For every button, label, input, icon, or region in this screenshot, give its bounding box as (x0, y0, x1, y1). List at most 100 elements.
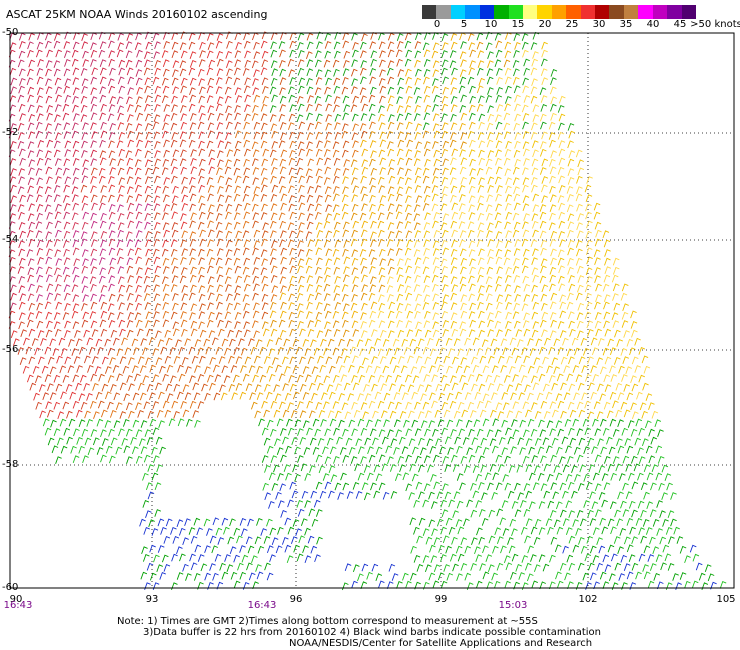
wind-barb (595, 294, 602, 303)
wind-barb (100, 454, 107, 463)
wind-barb (403, 419, 410, 428)
wind-barb (607, 338, 614, 347)
wind-barb (566, 455, 574, 464)
wind-barb (178, 373, 186, 382)
wind-barb (292, 464, 299, 473)
wind-barb (432, 140, 439, 149)
wind-barb (586, 256, 593, 265)
wind-barb (523, 283, 531, 292)
wind-barb (189, 112, 197, 121)
wind-barb (152, 401, 160, 409)
wind-barb (18, 168, 25, 176)
wind-barb (252, 581, 259, 590)
wind-barb (596, 357, 603, 366)
wind-barb (90, 149, 97, 158)
wind-barb (646, 501, 653, 510)
wind-barb (274, 393, 282, 401)
wind-barb (442, 328, 449, 337)
wind-barb (146, 328, 153, 337)
wind-barb (332, 175, 340, 184)
wind-barb (63, 427, 71, 436)
wind-barb (413, 249, 421, 257)
wind-barb (306, 112, 313, 121)
wind-barb (233, 167, 241, 176)
wind-barb (105, 445, 113, 454)
wind-barb (59, 418, 67, 427)
wind-barb (589, 518, 597, 526)
wind-barb (481, 339, 489, 347)
wind-barb (443, 383, 450, 392)
wind-barb (417, 384, 424, 392)
wind-barb (254, 536, 262, 545)
wind-barb (478, 536, 485, 545)
wind-barb (298, 275, 305, 284)
wind-barb (204, 366, 211, 374)
wind-barb (256, 517, 263, 526)
wind-barb (146, 383, 154, 392)
wind-barb (304, 555, 312, 564)
wind-barb (99, 76, 107, 85)
wind-barb (343, 159, 350, 167)
wind-barb (82, 258, 89, 267)
wind-barb (315, 247, 323, 256)
wind-barb (379, 131, 386, 140)
wind-barb (549, 166, 557, 175)
wind-barb (216, 581, 224, 590)
wind-barb (157, 518, 165, 527)
wind-barb (315, 131, 323, 140)
wind-barb (514, 355, 522, 364)
wind-barb (523, 67, 530, 76)
wind-barb (216, 112, 224, 121)
wind-barb (395, 247, 403, 256)
wind-barb (49, 338, 56, 347)
wind-barb (543, 463, 551, 472)
legend-swatch (436, 5, 452, 19)
wind-barb (466, 347, 473, 356)
wind-barb (413, 554, 421, 563)
wind-barb (381, 436, 389, 445)
wind-barb (379, 139, 387, 148)
wind-barb (269, 149, 277, 158)
wind-barb (577, 330, 584, 339)
wind-barb (62, 194, 70, 203)
wind-barb (87, 364, 94, 373)
wind-barb (425, 384, 432, 392)
wind-barb (536, 365, 543, 374)
wind-barb (36, 113, 44, 122)
wind-barb (287, 122, 295, 130)
wind-barb (287, 58, 295, 67)
legend-swatch (479, 5, 495, 19)
wind-barb (638, 374, 645, 383)
wind-barb (343, 382, 351, 391)
wind-barb (217, 194, 225, 203)
wind-barb (58, 337, 66, 346)
wind-barb (243, 40, 251, 49)
wind-barb (387, 248, 395, 257)
wind-barb (449, 60, 457, 69)
wind-barb (144, 221, 151, 230)
wind-barb (197, 68, 205, 77)
wind-barb (348, 364, 355, 373)
wind-barb (189, 248, 196, 257)
wind-barb (670, 518, 677, 527)
wind-barb (504, 168, 512, 177)
wind-barb (81, 428, 89, 437)
wind-barb (602, 347, 610, 356)
wind-barb (550, 112, 557, 121)
wind-barb (556, 526, 564, 535)
wind-barb (67, 365, 75, 374)
wind-barb (72, 266, 79, 275)
wind-barb (335, 355, 343, 364)
wind-barb (194, 339, 202, 347)
wind-barb (251, 320, 259, 328)
wind-barb (604, 384, 612, 392)
wind-barb (351, 249, 358, 258)
wind-barb (485, 302, 493, 311)
wind-barb (450, 257, 458, 265)
wind-barb (261, 230, 269, 239)
wind-barb (159, 365, 166, 374)
wind-barb (557, 400, 565, 409)
wind-barb (396, 148, 404, 157)
wind-barb (315, 168, 323, 177)
wind-barb (279, 77, 287, 86)
